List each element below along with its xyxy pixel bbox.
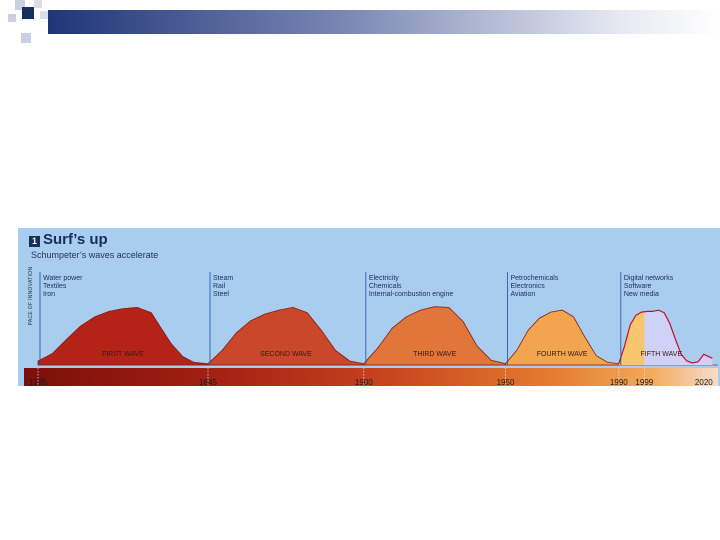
timeline-tick-label: 1999 xyxy=(635,378,653,386)
innovation-label: Electricity xyxy=(369,275,399,282)
wave-area xyxy=(363,306,506,366)
timeline-tick-label: 1990 xyxy=(610,378,628,386)
wave-projected-area xyxy=(644,310,713,365)
innovation-label: New media xyxy=(624,291,659,298)
wave-label: SECOND WAVE xyxy=(260,351,312,358)
deco-square xyxy=(40,11,48,19)
timeline-tick-label: 1845 xyxy=(199,378,217,386)
innovation-label: Internal-combustion engine xyxy=(369,291,454,298)
innovation-label: Petrochemicals xyxy=(511,275,559,282)
wave-label: FIRST WAVE xyxy=(102,351,144,358)
slide-corner-decoration xyxy=(0,0,720,43)
figure-number-badge: 1 xyxy=(29,236,40,247)
deco-gradient-bar xyxy=(48,10,720,34)
chart-subtitle: Schumpeter’s waves accelerate xyxy=(31,250,159,260)
innovation-label: Steel xyxy=(213,291,229,298)
timeline-tick-label: 1950 xyxy=(497,378,515,386)
wave-label: THIRD WAVE xyxy=(413,351,456,358)
innovation-label: Rail xyxy=(213,283,226,290)
deco-square xyxy=(8,14,16,22)
innovation-label: Chemicals xyxy=(369,283,402,290)
innovation-label: Digital networks xyxy=(624,275,674,282)
innovation-label: Water power xyxy=(43,275,83,282)
chart-panel: 1 Surf’s up Schumpeter’s waves accelerat… xyxy=(18,228,720,386)
wave-area xyxy=(207,306,365,366)
deco-square xyxy=(0,0,15,15)
innovation-label: Electronics xyxy=(511,283,546,290)
deco-square xyxy=(21,33,31,43)
wave-area xyxy=(505,309,620,366)
innovation-label: Iron xyxy=(43,291,55,298)
innovation-label: Software xyxy=(624,283,652,290)
timeline-tick-label: 1785 xyxy=(29,378,47,386)
wave-outline xyxy=(618,309,713,364)
wave-label: FOURTH WAVE xyxy=(537,351,588,358)
deco-square xyxy=(34,0,42,8)
timeline-bar xyxy=(24,368,718,386)
chart-title: Surf’s up xyxy=(43,231,108,248)
deco-square xyxy=(22,7,34,19)
wave-area xyxy=(37,306,209,366)
innovation-label: Steam xyxy=(213,275,233,282)
timeline-tick-label: 1900 xyxy=(355,378,373,386)
wave-label: FIFTH WAVE xyxy=(641,351,683,358)
innovation-label: Aviation xyxy=(511,291,536,298)
deco-square xyxy=(15,0,25,10)
timeline-tick-label: 2020 xyxy=(695,378,713,386)
innovation-label: Textiles xyxy=(43,283,67,290)
